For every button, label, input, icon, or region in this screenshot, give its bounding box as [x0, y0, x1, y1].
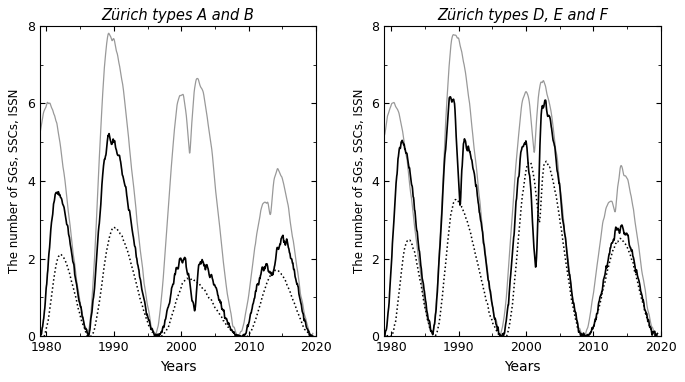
X-axis label: Years: Years	[504, 360, 541, 374]
Y-axis label: The number of SGs, SSCs, ISSN: The number of SGs, SSCs, ISSN	[353, 89, 366, 273]
Y-axis label: The number of SGs, SSCs, ISSN: The number of SGs, SSCs, ISSN	[8, 89, 21, 273]
Title: Zürich types D, E and F: Zürich types D, E and F	[437, 8, 608, 23]
X-axis label: Years: Years	[160, 360, 196, 374]
Title: Zürich types A and B: Zürich types A and B	[101, 8, 254, 23]
